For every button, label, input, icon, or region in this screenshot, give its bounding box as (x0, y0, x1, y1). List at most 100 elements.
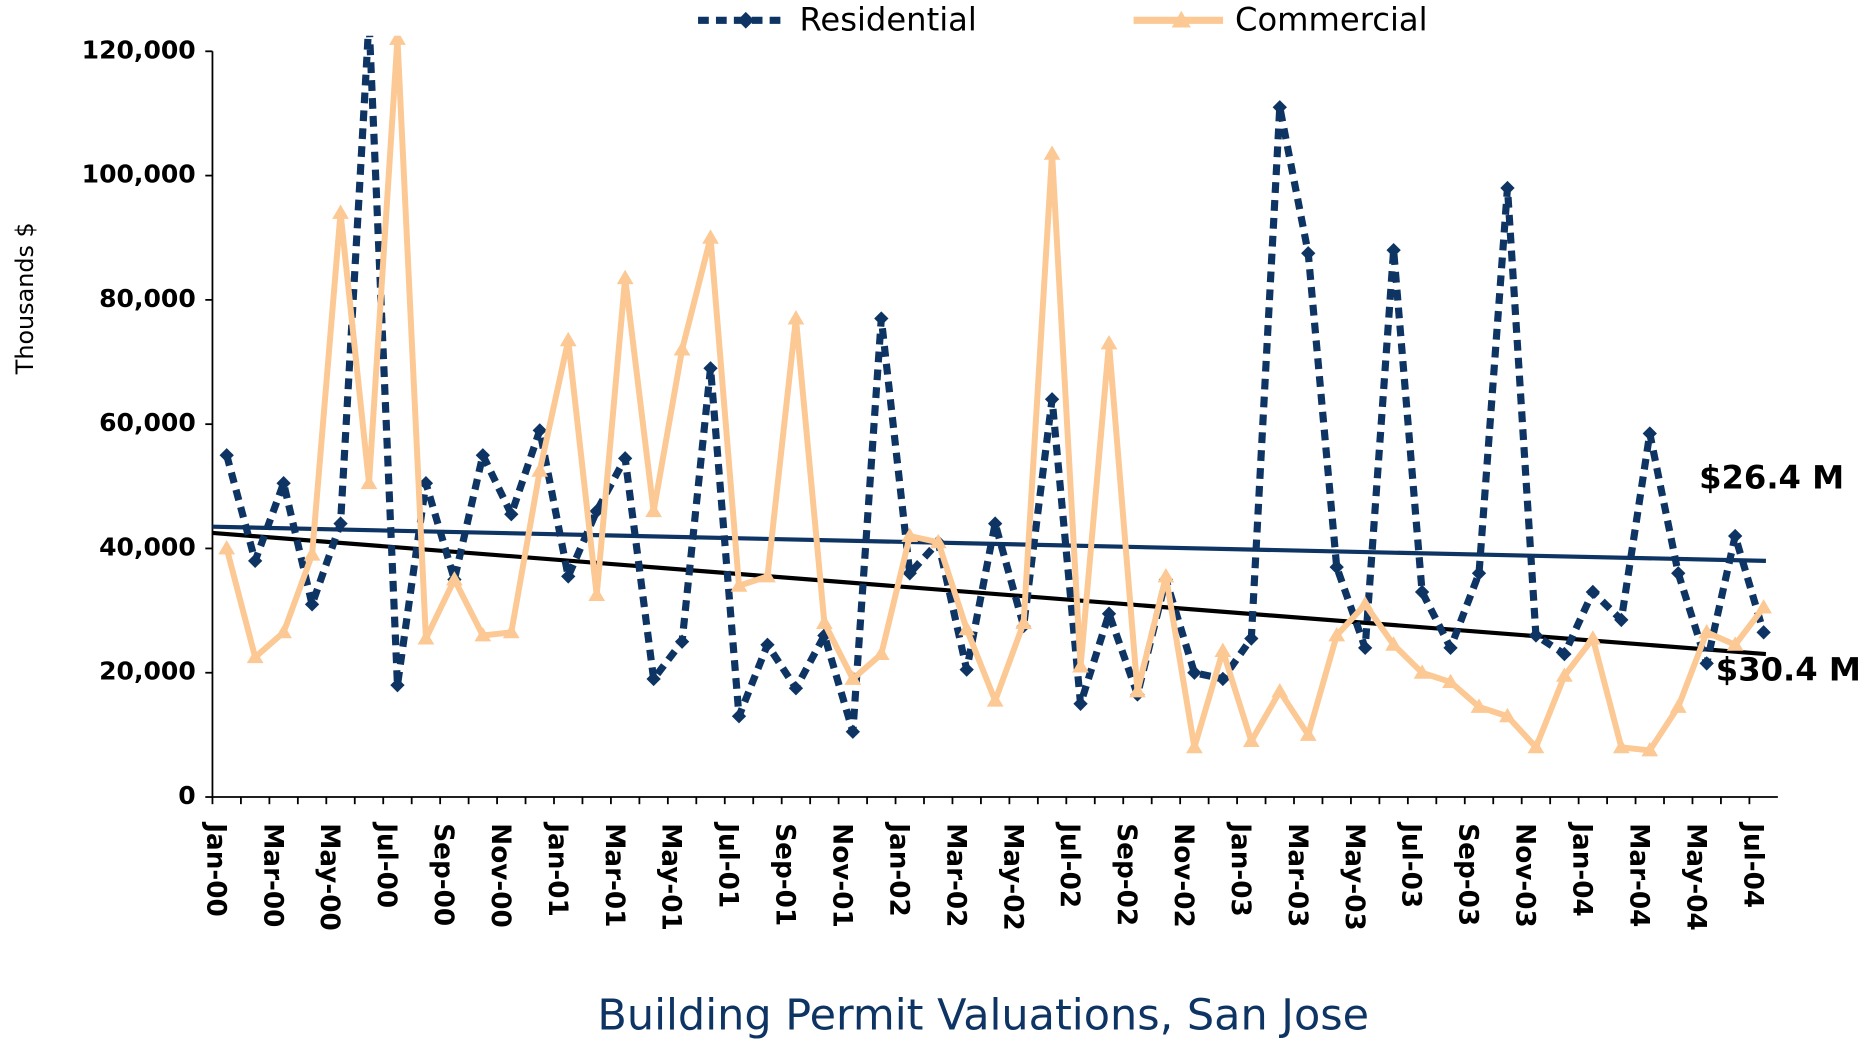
point-marker (1442, 673, 1459, 689)
annotation: $30.4 M (1716, 651, 1861, 689)
x-tick-label: May-01 (656, 823, 686, 931)
point-marker (1755, 599, 1772, 614)
point-marker (1671, 566, 1686, 581)
point-marker (1669, 698, 1687, 713)
point-marker (1385, 636, 1402, 651)
x-tick-label: Mar-00 (257, 823, 287, 927)
point-marker (1728, 528, 1743, 544)
point-marker (219, 448, 234, 463)
plot-area (212, 13, 1772, 757)
point-marker (1272, 100, 1287, 115)
x-tick-label: Nov-00 (485, 823, 515, 927)
legend-label: Commercial (1235, 0, 1428, 38)
point-marker (1528, 628, 1544, 643)
y-tick-label: 20,000 (99, 657, 196, 686)
x-tick-label: Jul-03 (1396, 821, 1426, 908)
point-marker (845, 724, 861, 739)
point-marker (1101, 606, 1117, 621)
x-tick-label: Sep-02 (1111, 823, 1141, 926)
point-marker (1642, 426, 1657, 441)
point-marker (616, 269, 634, 285)
point-marker (1470, 698, 1488, 713)
point-marker (390, 678, 405, 693)
point-marker (1242, 732, 1260, 748)
point-marker (1726, 636, 1744, 651)
point-marker (1614, 612, 1629, 628)
x-tick-label: Jan-04 (1567, 821, 1597, 917)
point-marker (276, 476, 291, 491)
point-marker (1187, 665, 1202, 680)
point-marker (787, 310, 805, 325)
point-marker (1186, 738, 1203, 754)
x-tick-label: Mar-01 (599, 823, 629, 927)
y-tick-label: 60,000 (99, 408, 196, 437)
point-marker (874, 311, 889, 326)
y-tick-label: 40,000 (99, 532, 196, 561)
point-marker (417, 630, 435, 645)
point-marker (731, 709, 747, 724)
y-tick-label: 120,000 (82, 35, 196, 64)
point-marker (872, 645, 890, 661)
x-tick-label: Nov-02 (1168, 823, 1198, 927)
point-marker (1443, 640, 1458, 656)
point-marker (816, 614, 833, 629)
point-marker (986, 692, 1004, 707)
point-marker (1043, 145, 1061, 160)
point-marker (1015, 614, 1032, 629)
legend-marker (1171, 10, 1191, 28)
point-marker (1413, 664, 1431, 679)
point-marker (1044, 392, 1060, 407)
point-marker (1699, 656, 1714, 671)
x-tick-label: Mar-02 (940, 823, 970, 927)
x-tick-label: Jan-03 (1225, 821, 1255, 917)
point-marker (1100, 335, 1118, 350)
point-marker (246, 648, 264, 664)
x-tick-label: Sep-00 (428, 823, 458, 926)
point-marker (1073, 696, 1088, 711)
x-tick-label: Sep-03 (1453, 823, 1483, 926)
point-marker (502, 623, 520, 639)
point-marker (673, 341, 691, 356)
point-marker (617, 451, 633, 466)
x-tick-label: Mar-04 (1623, 823, 1653, 927)
point-marker (959, 662, 974, 677)
x-tick-label: May-04 (1680, 823, 1710, 931)
series-line (223, 35, 1766, 754)
point-marker (561, 569, 576, 584)
annotation: $26.4 M (1699, 459, 1844, 497)
x-tick-label: Sep-01 (770, 823, 800, 926)
point-marker (929, 533, 947, 549)
y-tick-label: 100,000 (82, 160, 196, 189)
x-tick-label: Jan-01 (542, 821, 572, 917)
point-marker (1612, 738, 1630, 754)
point-marker (218, 540, 236, 555)
point-marker (1584, 630, 1602, 645)
x-tick-label: Jul-01 (713, 821, 743, 908)
point-marker (303, 546, 321, 561)
point-marker (1499, 707, 1516, 723)
point-marker (1329, 559, 1344, 575)
point-marker (304, 597, 320, 612)
point-marker (360, 474, 378, 490)
y-tick-label: 80,000 (99, 284, 196, 313)
point-marker (418, 476, 434, 491)
point-marker (532, 423, 547, 438)
point-marker (362, 13, 376, 27)
x-tick-label: Mar-03 (1282, 823, 1312, 927)
series-line (223, 35, 1768, 736)
point-marker (275, 623, 292, 639)
y-axis-label: Thousands $ (11, 222, 39, 375)
point-marker (1358, 640, 1373, 656)
point-marker (1129, 683, 1146, 698)
point-marker (645, 502, 662, 518)
point-marker (446, 571, 463, 586)
point-marker (1244, 631, 1259, 646)
y-tick-label: 0 (178, 781, 195, 810)
point-marker (1157, 568, 1175, 583)
point-marker (474, 627, 492, 642)
x-tick-label: Jan-00 (200, 821, 230, 917)
point-marker (901, 527, 919, 542)
point-marker (702, 229, 719, 244)
